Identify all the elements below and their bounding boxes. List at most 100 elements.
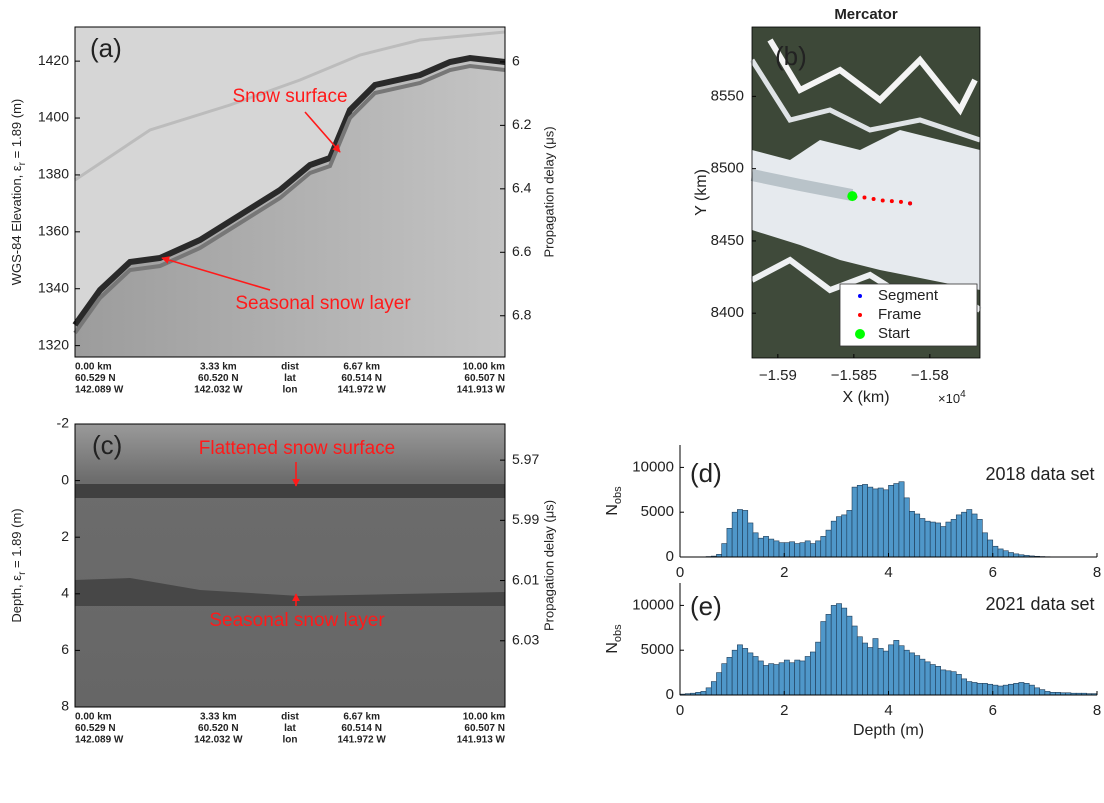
bar — [830, 605, 837, 696]
x-axis-label: 60.520 N — [198, 373, 239, 384]
y2-tick-label: 6.4 — [512, 180, 532, 196]
bar — [1034, 687, 1040, 696]
bar — [783, 659, 790, 696]
bar — [862, 484, 868, 558]
y-tick-label: 8450 — [711, 232, 744, 249]
bar — [737, 644, 743, 696]
bar — [1008, 552, 1014, 558]
bar — [799, 542, 806, 558]
x-axis-label: dist — [281, 712, 299, 723]
bar — [747, 652, 754, 696]
x-axis-label: 141.913 W — [457, 735, 506, 746]
bar — [789, 541, 795, 558]
y-axis-label-part: WGS-84 Elevation, ε — [9, 165, 24, 285]
bar — [997, 685, 1004, 696]
bar — [757, 537, 764, 558]
bar — [945, 521, 952, 558]
y2-axis-label: Propagation delay (μs) — [541, 126, 556, 257]
bar — [935, 522, 941, 558]
bar — [940, 526, 947, 558]
bar — [820, 621, 827, 696]
axis-multiplier-part: ×10 — [938, 391, 960, 406]
map-point — [871, 197, 876, 202]
annotation: Snow surface — [232, 86, 347, 107]
annotation: Flattened snow surface — [199, 438, 395, 459]
bar — [882, 650, 889, 696]
y-axis-label-part: r — [17, 161, 28, 165]
bar — [856, 485, 863, 558]
y2-tick-label: 6.03 — [512, 631, 539, 647]
bar — [815, 641, 822, 696]
y-axis-label-part: obs — [612, 624, 624, 642]
bar — [898, 645, 905, 696]
x-tick-label: 2 — [780, 564, 788, 581]
y2-tick-label: 6.2 — [512, 116, 532, 132]
x-axis-label: 10.00 km — [463, 712, 505, 723]
y-axis-label-part: obs — [612, 486, 624, 504]
axis-multiplier: ×104 — [938, 389, 966, 407]
bar — [877, 648, 884, 696]
annotation: 2021 data set — [985, 594, 1094, 614]
bar — [747, 522, 754, 558]
bar — [914, 655, 921, 696]
bar — [935, 666, 941, 696]
chart-title: Mercator — [834, 6, 898, 23]
x-axis-label: X (km) — [842, 389, 889, 406]
bar — [971, 682, 978, 696]
bar — [841, 514, 848, 558]
bar — [909, 511, 915, 558]
y-tick-label: 5000 — [641, 503, 674, 520]
bar — [721, 663, 728, 696]
y-axis-label-part: N — [604, 642, 621, 654]
panel-label: (a) — [90, 33, 122, 63]
map-point — [847, 191, 858, 202]
y2-axis-label: Propagation delay (μs) — [541, 500, 556, 631]
bar — [909, 652, 915, 696]
bar — [763, 536, 769, 558]
legend-label: Segment — [878, 287, 939, 304]
bar — [825, 529, 832, 558]
y-tick-label: 5000 — [641, 641, 674, 658]
bar — [783, 542, 790, 558]
x-axis-label: 142.089 W — [75, 735, 124, 746]
bar — [841, 607, 848, 696]
x-tick-label: 2 — [780, 702, 788, 719]
y-tick-label: 10000 — [632, 596, 674, 613]
y-tick-label: 8400 — [711, 304, 744, 321]
x-axis-label: 60.520 N — [198, 723, 239, 734]
y-axis-label-part: N — [604, 504, 621, 516]
bar — [982, 532, 988, 558]
bar — [773, 664, 780, 696]
y2-tick-label: 6.6 — [512, 243, 532, 259]
x-tick-label: 4 — [884, 564, 892, 581]
bar — [955, 674, 962, 696]
bar — [992, 684, 999, 696]
annotation: Seasonal snow layer — [235, 293, 411, 314]
y2-tick-label: 6.8 — [512, 306, 532, 322]
bar — [940, 669, 947, 696]
y-tick-label: 1420 — [38, 52, 69, 68]
bar — [1028, 684, 1035, 696]
bar — [721, 543, 728, 558]
y-axis-label-part: r — [17, 571, 28, 575]
bar — [856, 636, 863, 696]
legend-marker — [858, 294, 862, 298]
y-axis-label: Nobs — [604, 624, 624, 654]
x-tick-label: 6 — [989, 702, 997, 719]
x-axis-label: 6.67 km — [343, 712, 380, 723]
x-axis-label: lat — [284, 723, 296, 734]
bar — [929, 664, 936, 696]
radargram-image — [75, 424, 505, 707]
x-axis-label: 60.514 N — [341, 373, 382, 384]
bar — [726, 657, 733, 696]
y-axis-label: Depth, εr = 1.89 (m) — [9, 508, 27, 622]
map-point — [908, 201, 913, 206]
panel-label: (d) — [690, 458, 722, 488]
y2-tick-label: 5.99 — [512, 511, 539, 527]
annotation: 2018 data set — [985, 464, 1094, 484]
bar — [804, 540, 811, 558]
y-tick-label: 1360 — [38, 223, 69, 239]
bar — [1039, 689, 1046, 696]
x-tick-label: 8 — [1093, 564, 1101, 581]
